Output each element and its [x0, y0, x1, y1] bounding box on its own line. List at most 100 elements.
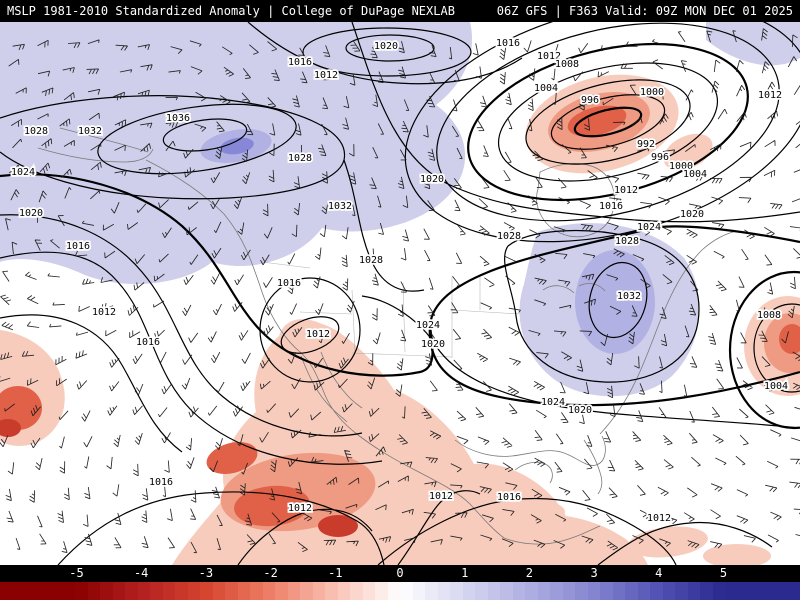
contour-label: 1032 [617, 291, 641, 302]
colorbar-segment [125, 582, 138, 600]
colorbar-segment [700, 582, 713, 600]
contour-label: 1024 [637, 222, 661, 233]
contour-label: 1012 [429, 491, 453, 502]
colorbar-segment [575, 582, 588, 600]
isobar-1032 [97, 103, 297, 175]
colorbar-segment [637, 582, 650, 600]
contour-label: 1020 [374, 41, 398, 52]
colorbar-segment [762, 582, 775, 600]
colorbar-segment [662, 582, 675, 600]
colorbar-segment [737, 582, 750, 600]
colorbar-segment [0, 582, 13, 600]
colorbar-tick-label: 0 [396, 566, 404, 580]
colorbar-segment [162, 582, 175, 600]
contour-label: 1028 [359, 255, 383, 266]
contour-label: 1024 [416, 320, 440, 331]
colorbar-segment [475, 582, 488, 600]
colorbar-segment [462, 582, 475, 600]
isobar-1020 [351, 22, 800, 223]
contour-label: 1028 [24, 126, 48, 137]
contour-label: 1012 [288, 503, 312, 514]
isobar-contours-layer [0, 22, 800, 565]
anomaly-shading-layer [0, 22, 800, 565]
colorbar-segment [287, 582, 300, 600]
colorbar-segment [312, 582, 325, 600]
contour-label: 1012 [647, 513, 671, 524]
colorbar-segment [212, 582, 225, 600]
contour-label: 1000 [640, 87, 664, 98]
contour-label: 1028 [288, 153, 312, 164]
colorbar-segment [775, 582, 788, 600]
colorbar-segment [425, 582, 438, 600]
colorbar-tick-label: -3 [198, 566, 214, 580]
contour-label: 1032 [78, 126, 102, 137]
contour-label: 1012 [314, 70, 338, 81]
isobar-1012 [397, 490, 481, 565]
model-run-valid-time: 06Z GFS | F363 Valid: 09Z MON DEC 01 202… [496, 4, 793, 18]
isobar-1012 [237, 508, 373, 565]
colorbar-tick-label: 3 [590, 566, 598, 580]
contour-label: 1016 [277, 278, 301, 289]
colorbar-segment [750, 582, 763, 600]
colorbar-segment [225, 582, 238, 600]
isobar-1020 [0, 214, 363, 437]
colorbar-segment [237, 582, 250, 600]
colorbar-segment [275, 582, 288, 600]
colorbar-segment [412, 582, 425, 600]
wind-barbs-layer [0, 28, 800, 554]
map-area: 1016 1012 1020 1016 1012 1008 1004 996 1000 992 99… [0, 22, 800, 565]
colorbar-segment [87, 582, 100, 600]
contour-label: 1024 [541, 397, 565, 408]
contour-label: 1016 [288, 57, 312, 68]
isobar-1012 [0, 314, 183, 453]
isobar-1020 [345, 34, 435, 62]
colorbar-segment [787, 582, 800, 600]
contour-label: 1020 [19, 208, 43, 219]
colorbar-segment [450, 582, 463, 600]
contour-label: 1004 [534, 83, 558, 94]
contour-label: 1004 [764, 381, 788, 392]
contour-label: 1016 [599, 201, 623, 212]
isobar-1032 [588, 261, 648, 339]
colorbar-segment [200, 582, 213, 600]
colorbar-segment [537, 582, 550, 600]
colorbar-segment [250, 582, 263, 600]
isobar-1016 [404, 22, 800, 243]
contour-label: 992 [637, 139, 655, 150]
contour-label: 1004 [683, 169, 707, 180]
colorbar-segment [325, 582, 338, 600]
colorbar-segment [100, 582, 113, 600]
colorbar-segment [50, 582, 63, 600]
isobar-996 [550, 94, 666, 150]
colorbar-segment [12, 582, 25, 600]
isobar-992 [573, 106, 643, 138]
contour-label: 1016 [149, 477, 173, 488]
isobar-1008 [467, 42, 749, 202]
colorbar-tick-label: 2 [525, 566, 534, 580]
contour-label: 1016 [496, 38, 520, 49]
isobar-1012 [436, 22, 780, 222]
contour-label: 1024 [11, 167, 35, 178]
isobar-1004 [753, 303, 800, 393]
colorbar-segment [187, 582, 200, 600]
contour-label: 1012 [614, 185, 638, 196]
colorbar-segment [137, 582, 150, 600]
colorbar-segment [350, 582, 363, 600]
state-borders-layer [261, 261, 521, 358]
colorbar-segment [612, 582, 625, 600]
contour-label: 1012 [537, 51, 561, 62]
contour-label: 1020 [680, 209, 704, 220]
colorbar-tick-label: -1 [328, 566, 343, 580]
colorbar-segment [487, 582, 500, 600]
contour-label: 1008 [555, 59, 579, 70]
isobar-1004 [497, 62, 719, 182]
isobar-1028 [343, 159, 425, 292]
colorbar-segment [525, 582, 538, 600]
contour-label: 996 [581, 95, 599, 106]
contour-label: 1012 [758, 90, 782, 101]
contour-label: 1016 [497, 492, 521, 503]
colorbar-segment [375, 582, 388, 600]
colorbar-segment [300, 582, 313, 600]
